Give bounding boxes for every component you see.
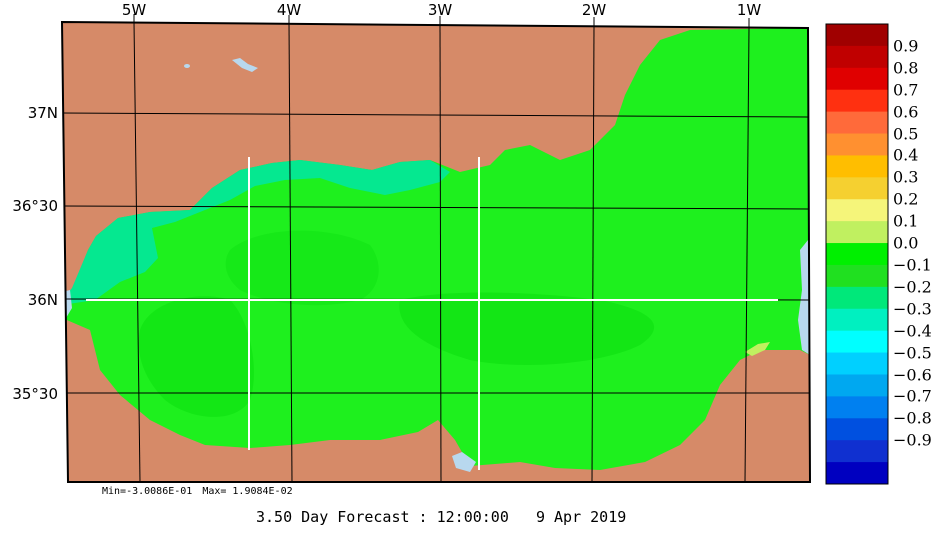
colorbar-label: 0.3 [893,167,919,187]
colorbar-label: 0.6 [893,102,919,122]
colorbar [826,24,888,485]
lake-north-1 [184,64,190,68]
colorbar-label: −0.4 [893,321,932,341]
colorbar-swatch [826,396,888,419]
map-figure [60,14,889,485]
lat-label-35-30: 35°30 [12,385,58,403]
colorbar-frame [825,23,889,485]
lon-label-3w: 3W [427,1,453,19]
colorbar-swatch [826,199,888,222]
lat-label-37n: 37N [27,104,58,122]
section-lines [86,157,778,470]
colorbar-swatch [826,352,888,375]
colorbar-swatch [826,45,888,69]
forecast-caption-text: 3.50 Day Forecast : 12:00:00 9 Apr 2019 [256,508,627,526]
colorbar-swatch [826,133,888,156]
top-ticks [133,14,750,27]
colorbar-swatch [826,89,888,113]
colorbar-label: −0.3 [893,299,932,319]
colorbar-swatch [826,24,888,47]
max-value: Max= 1.9084E-02 [202,486,293,497]
colorbar-swatch [826,221,888,244]
colorbar-label: −0.1 [893,255,932,275]
map-frame [60,20,812,483]
lake-southeast [798,240,810,355]
colorbar-label: −0.9 [893,430,932,450]
sea-gyre-east [399,292,655,365]
grid-lon-5w [133,22,141,482]
colorbar-label: −0.7 [893,386,932,406]
lat-label-36n: 36N [27,291,58,309]
sea-coastal-band [62,160,450,305]
colorbar-label: 0.0 [893,233,919,253]
colorbar-swatch [826,155,888,178]
colorbar-swatch [826,308,888,332]
colorbar-label: −0.8 [893,408,932,428]
colorbar-swatch [826,330,888,354]
grid-lon-4w [288,22,293,482]
grid-lon-2w [591,25,595,482]
lat-label-36-30: 36°30 [12,197,58,215]
grid-lat-36-30 [62,205,810,210]
colorbar-label: 0.5 [893,124,919,143]
colorbar-swatch [826,462,888,485]
colorbar-swatch [826,418,888,441]
grid-lon-3w [439,24,442,482]
min-value: Min=-3.0086E-01 [102,486,193,497]
colorbar-label: 0.8 [893,58,919,78]
min-max-readout: Min=-3.0086E-01 Max= 1.9084E-02 [102,486,303,497]
lon-label-5w: 5W [121,1,147,19]
map-area [62,22,810,482]
colorbar-swatch [826,440,888,463]
colorbar-label: −0.6 [893,365,932,384]
lon-label-1w: 1W [736,1,762,19]
grid-lat-37n [62,112,810,118]
colorbar-swatch [826,264,888,288]
lon-label-4w: 4W [276,1,302,19]
grid-lon-1w [744,26,750,482]
colorbar-label: −0.5 [893,343,932,363]
colorbar-label: 0.2 [893,189,919,209]
colorbar-swatch [826,67,888,91]
forecast-caption: 3.50 Day Forecast : 12:00:00 9 Apr 2019 [0,508,945,544]
colorbar-label: 0.4 [893,145,919,165]
colorbar-swatch [826,243,888,266]
colorbar-label: 0.1 [893,211,919,231]
colorbar-label: 0.7 [893,80,919,100]
sea-gyre-central [225,230,379,306]
lake-south [452,452,476,472]
colorbar-label: 0.9 [893,36,919,56]
colorbar-swatch [826,177,888,200]
lon-label-2w: 2W [581,1,607,19]
lake-north-2 [232,58,258,72]
sea-gyre-west [138,296,254,417]
colorbar-swatch [826,374,888,397]
colorbar-swatch [826,111,888,135]
sea-patch-positive [745,342,770,356]
colorbar-label: −0.2 [893,277,932,297]
colorbar-swatch [826,286,888,310]
